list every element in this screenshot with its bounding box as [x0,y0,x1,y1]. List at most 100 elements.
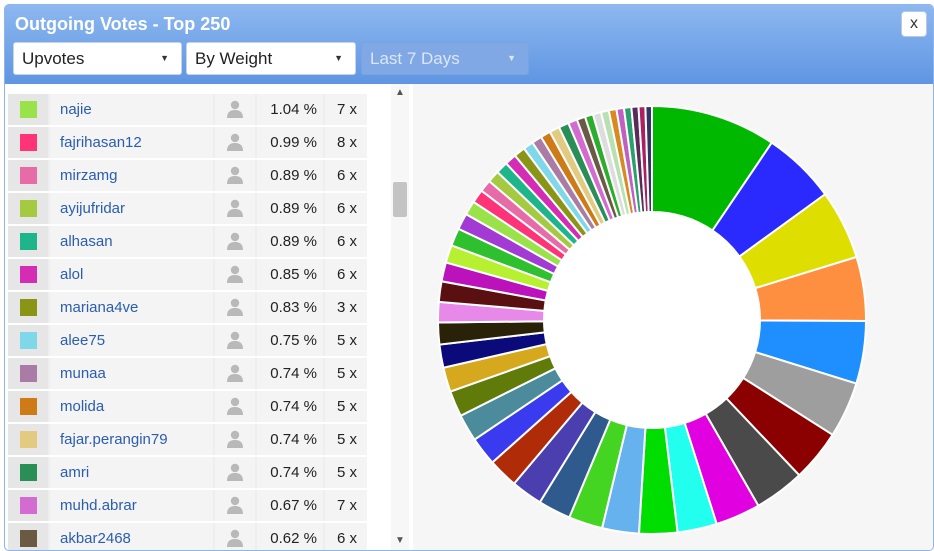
color-cell [8,292,48,323]
user-silhouette-icon[interactable] [225,495,245,515]
list-scrollbar[interactable]: ▲ ▼ [391,84,409,550]
user-silhouette-icon[interactable] [225,396,245,416]
voter-list: najie 1.04 % 7 x fajrihasan12 0.99 % 8 x mirza… [5,88,371,550]
voter-name-link[interactable]: alol [60,266,84,283]
vote-count: 5 x [337,464,358,481]
user-silhouette-icon[interactable] [225,264,245,284]
user-silhouette-icon[interactable] [225,330,245,350]
count-cell: 6 x [325,523,367,550]
color-swatch [20,233,37,250]
voter-name-link[interactable]: akbar2468 [60,530,131,547]
voter-name-link[interactable]: mariana4ve [60,299,139,316]
user-silhouette-icon[interactable] [225,165,245,185]
voter-name-link[interactable]: ayijufridar [60,200,126,217]
triangle-down-icon: ▼ [160,53,169,63]
chevron-up-icon[interactable]: ▲ [395,87,405,98]
list-item[interactable]: muhd.abrar 0.67 % 7 x [8,490,367,521]
list-item[interactable]: alhasan 0.89 % 6 x [8,226,367,257]
user-cell [215,259,255,290]
scrollbar-thumb[interactable] [393,182,407,217]
voter-name-link[interactable]: amri [60,464,90,481]
time-range-select[interactable]: Last 7 Days ▼ [361,42,529,75]
list-item[interactable]: alol 0.85 % 6 x [8,259,367,290]
voter-name-link[interactable]: fajar.perangin79 [60,431,168,448]
percent-cell: 0.74 % [257,424,323,455]
name-cell: amri [50,457,213,488]
chevron-down-icon[interactable]: ▼ [395,535,405,546]
percent-cell: 0.74 % [257,358,323,389]
list-item[interactable]: fajrihasan12 0.99 % 8 x [8,127,367,158]
name-cell: najie [50,94,213,125]
vote-percent: 0.74 % [270,464,317,481]
user-cell [215,193,255,224]
color-cell [8,94,48,125]
color-cell [8,259,48,290]
voter-name-link[interactable]: muhd.abrar [60,497,137,514]
user-cell [215,523,255,550]
vote-percent: 0.89 % [270,233,317,250]
color-cell [8,391,48,422]
vote-percent: 1.04 % [270,101,317,118]
user-silhouette-icon[interactable] [225,528,245,548]
list-item[interactable]: mariana4ve 0.83 % 3 x [8,292,367,323]
user-silhouette-icon[interactable] [225,462,245,482]
user-silhouette-icon[interactable] [225,297,245,317]
list-item[interactable]: najie 1.04 % 7 x [8,94,367,125]
percent-cell: 0.89 % [257,226,323,257]
percent-cell: 0.99 % [257,127,323,158]
close-button[interactable]: x [901,11,927,37]
color-cell [8,457,48,488]
name-cell: fajar.perangin79 [50,424,213,455]
vote-count: 6 x [337,200,358,217]
name-cell: ayijufridar [50,193,213,224]
color-swatch [20,167,37,184]
voter-name-link[interactable]: alee75 [60,332,106,349]
vote-count: 5 x [337,332,358,349]
user-silhouette-icon[interactable] [225,429,245,449]
vote-percent: 0.85 % [270,266,317,283]
user-cell [215,391,255,422]
color-swatch [20,101,37,118]
dialog-title: Outgoing Votes - Top 250 [15,14,231,34]
user-silhouette-icon[interactable] [225,132,245,152]
user-cell [215,457,255,488]
count-cell: 6 x [325,193,367,224]
color-swatch [20,365,37,382]
voter-name-link[interactable]: mirzamg [60,167,118,184]
color-cell [8,193,48,224]
sort-select[interactable]: By Weight ▼ [186,42,356,75]
voter-name-link[interactable]: alhasan [60,233,113,250]
percent-cell: 0.83 % [257,292,323,323]
voter-name-link[interactable]: munaa [60,365,106,382]
list-item[interactable]: amri 0.74 % 5 x [8,457,367,488]
list-item[interactable]: alee75 0.75 % 5 x [8,325,367,356]
user-silhouette-icon[interactable] [225,363,245,383]
percent-cell: 0.89 % [257,160,323,191]
user-cell [215,292,255,323]
vote-type-select[interactable]: Upvotes ▼ [13,42,182,75]
color-swatch [20,497,37,514]
list-item[interactable]: munaa 0.74 % 5 x [8,358,367,389]
vote-count: 7 x [337,101,358,118]
name-cell: fajrihasan12 [50,127,213,158]
color-cell [8,490,48,521]
user-silhouette-icon[interactable] [225,99,245,119]
percent-cell: 0.62 % [257,523,323,550]
list-item[interactable]: mirzamg 0.89 % 6 x [8,160,367,191]
list-item[interactable]: fajar.perangin79 0.74 % 5 x [8,424,367,455]
voter-name-link[interactable]: najie [60,101,92,118]
count-cell: 6 x [325,259,367,290]
list-item[interactable]: akbar2468 0.62 % 6 x [8,523,367,550]
list-item[interactable]: molida 0.74 % 5 x [8,391,367,422]
voter-name-link[interactable]: fajrihasan12 [60,134,142,151]
count-cell: 7 x [325,94,367,125]
percent-cell: 1.04 % [257,94,323,125]
voter-name-link[interactable]: molida [60,398,105,415]
percent-cell: 0.74 % [257,391,323,422]
user-silhouette-icon[interactable] [225,198,245,218]
vote-count: 5 x [337,365,358,382]
count-cell: 5 x [325,391,367,422]
triangle-down-icon: ▼ [334,53,343,63]
list-item[interactable]: ayijufridar 0.89 % 6 x [8,193,367,224]
user-silhouette-icon[interactable] [225,231,245,251]
